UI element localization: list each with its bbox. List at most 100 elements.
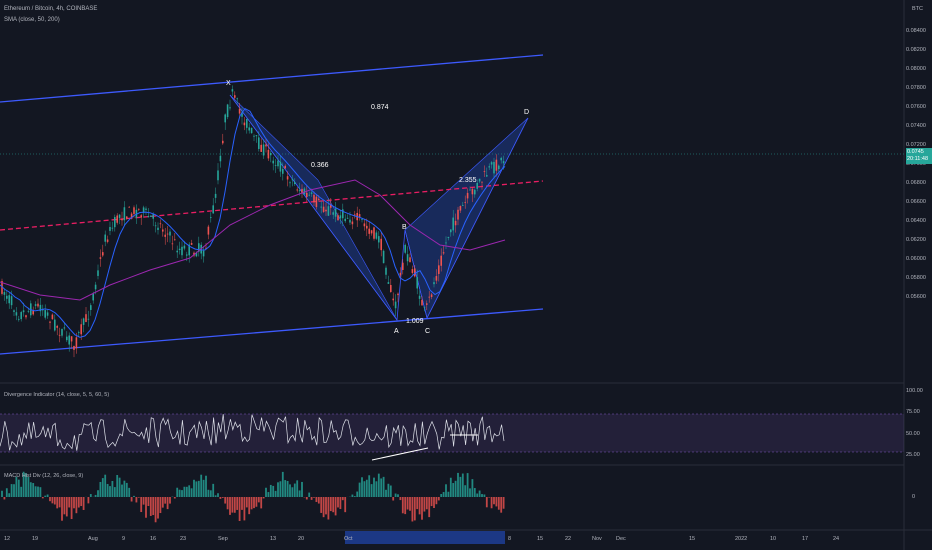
candle-body	[195, 252, 198, 257]
candle-body	[241, 112, 243, 117]
sma-legend[interactable]: SMA (close, 50, 200)	[4, 17, 60, 23]
macd-histogram-bar	[53, 497, 56, 505]
candle-body	[445, 242, 447, 244]
macd-histogram-bar	[89, 494, 92, 497]
candle-body	[291, 179, 294, 181]
macd-histogram-bar	[109, 486, 111, 497]
date-axis-label: 12	[4, 536, 11, 542]
macd-histogram-bar	[188, 485, 191, 497]
macd-histogram-bar	[495, 497, 498, 507]
last-price-value: 0.0745	[907, 149, 924, 155]
macd-histogram-bar	[185, 486, 188, 497]
macd-histogram-bar	[485, 497, 488, 508]
macd-histogram-bar	[454, 480, 457, 497]
macd-histogram-bar	[159, 497, 162, 514]
macd-histogram-bar	[32, 483, 35, 497]
last-price-tag: 0.0745 20:11:48	[906, 148, 932, 164]
candle-body	[457, 209, 459, 220]
bullish-divergence-line	[371, 447, 429, 461]
candle-body	[183, 245, 186, 249]
candle-body	[332, 212, 334, 215]
date-axis-label: Nov	[592, 536, 602, 542]
candle-body	[289, 182, 291, 184]
macd-histogram-bar	[15, 476, 18, 497]
divergence-axis-25: 25.00	[906, 452, 920, 458]
candle-body	[411, 269, 414, 273]
divergence-indicator-title[interactable]: Divergence Indicator (14, close, 5, 5, 6…	[4, 392, 110, 398]
candle-body	[423, 306, 426, 308]
candle-body	[133, 207, 135, 214]
macd-histogram-bar	[25, 473, 27, 497]
pattern-point-d: D	[524, 109, 530, 116]
divergence-axis-50: 50.00	[906, 431, 920, 437]
macd-histogram-bar	[94, 494, 97, 497]
candle-body	[51, 314, 54, 320]
candle-body	[116, 215, 118, 223]
candle-body	[82, 318, 85, 325]
candle-body	[222, 140, 224, 144]
candle-body	[373, 227, 375, 239]
macd-histogram-bar	[279, 481, 282, 497]
candle-body	[318, 198, 320, 200]
candle-body	[202, 250, 205, 257]
chart-title: Ethereum / Bitcoin, 4h, COINBASE	[4, 6, 98, 12]
candle-body	[306, 192, 308, 197]
macd-histogram-bar	[481, 494, 483, 497]
macd-histogram-bar	[99, 481, 102, 497]
macd-histogram-bar	[445, 484, 447, 497]
macd-histogram-bar	[118, 477, 121, 497]
macd-histogram-bar	[322, 497, 325, 518]
channel-lower-line	[0, 308, 544, 355]
macd-histogram-bar	[500, 497, 503, 513]
candle-body	[476, 182, 478, 189]
macd-histogram-bar	[457, 472, 459, 497]
macd-histogram-bar	[493, 497, 495, 505]
macd-histogram-bar	[229, 497, 231, 515]
candle-body	[286, 176, 289, 180]
date-axis-label: 2022	[735, 536, 748, 542]
macd-indicator-title[interactable]: MACD Hist Div (12, 26, close, 9)	[4, 473, 84, 479]
macd-histogram-bar	[404, 497, 407, 515]
date-axis-label: Dec	[616, 536, 626, 542]
macd-histogram-bar	[483, 494, 486, 497]
candle-body	[80, 324, 82, 335]
macd-histogram-bar	[51, 497, 54, 504]
macd-histogram-bar	[476, 493, 479, 497]
macd-histogram-bar	[387, 483, 390, 497]
candle-body	[226, 104, 229, 118]
candle-body	[234, 95, 236, 98]
candle-body	[142, 207, 145, 213]
price-axis-label: 0.08200	[906, 47, 926, 53]
price-axis-label: 0.08400	[906, 28, 926, 34]
candle-body	[452, 217, 454, 231]
candle-body	[464, 201, 466, 203]
macd-histogram-bar	[224, 497, 227, 504]
macd-histogram-bar	[464, 485, 467, 497]
macd-histogram-bar	[344, 497, 347, 513]
candle-body	[111, 227, 114, 229]
candle-body	[404, 244, 406, 253]
macd-histogram-bar	[17, 479, 20, 497]
macd-histogram-bar	[193, 479, 195, 497]
macd-histogram-bar	[22, 471, 25, 497]
candle-body	[210, 217, 212, 218]
date-axis-label: 9	[122, 536, 126, 542]
macd-histogram-bar	[1, 490, 3, 497]
macd-histogram-bar	[128, 487, 131, 497]
candle-body	[414, 268, 416, 277]
candle-body	[217, 170, 219, 181]
candle-body	[6, 295, 8, 299]
macd-histogram-bar	[413, 497, 416, 521]
candle-body	[337, 215, 339, 221]
candle-body	[502, 161, 505, 164]
macd-histogram-bar	[37, 486, 39, 497]
macd-histogram-bar	[41, 497, 44, 499]
candle-body	[92, 293, 94, 301]
macd-histogram-bar	[236, 497, 239, 510]
macd-histogram-bar	[250, 497, 253, 510]
candle-body	[8, 295, 10, 304]
macd-histogram-bar	[106, 483, 109, 497]
candle-body	[342, 209, 344, 219]
